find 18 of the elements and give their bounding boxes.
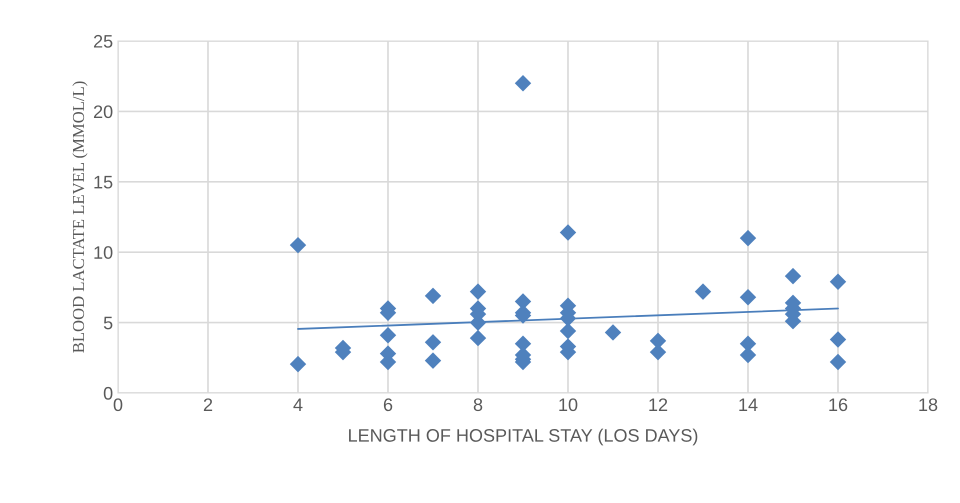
- x-axis-title: LENGTH OF HOSPITAL STAY (LOS DAYS): [349, 428, 698, 446]
- x-tick-label: 18: [919, 398, 938, 412]
- y-tick-label: 10: [94, 246, 112, 259]
- x-tick-label: 0: [114, 398, 122, 412]
- y-tick-label: 15: [94, 176, 112, 189]
- y-tick-label: 5: [104, 316, 112, 330]
- x-tick-label: 6: [384, 398, 392, 412]
- y-tick-label: 20: [94, 105, 112, 118]
- x-tick-label: 16: [829, 398, 848, 412]
- x-tick-label: 10: [559, 398, 578, 412]
- x-tick-label: 14: [739, 398, 758, 411]
- x-tick-label: 8: [474, 398, 482, 412]
- x-tick-label: 2: [204, 398, 212, 411]
- x-tick-label: 12: [649, 398, 668, 411]
- y-axis-title: BLOOD LACTATE LEVEL (MMOL/L): [72, 81, 88, 353]
- x-tick-label: 4: [293, 398, 302, 411]
- y-tick-label: 0: [104, 386, 112, 400]
- y-tick-label: 25: [94, 34, 112, 48]
